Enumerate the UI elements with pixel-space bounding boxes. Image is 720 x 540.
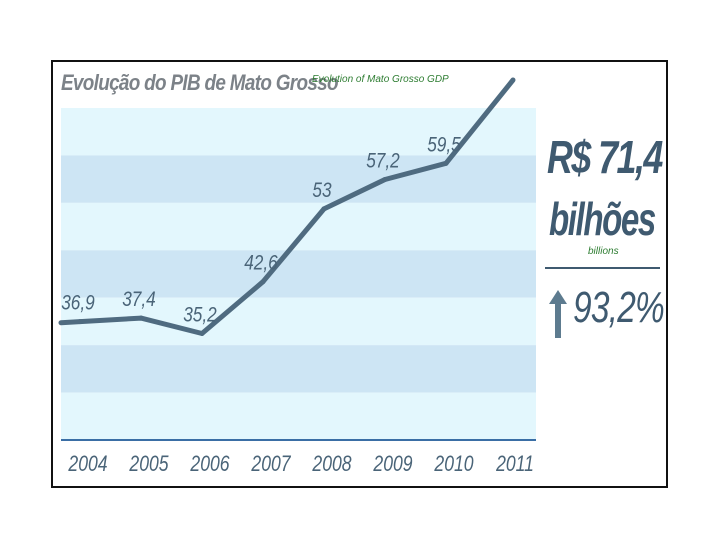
chart-frame: Evolução do PIB de Mato Grosso Evolution… <box>51 60 668 488</box>
grid-band <box>61 297 536 346</box>
grid-band <box>61 108 536 156</box>
value-label-2004: 36,9 <box>61 292 95 315</box>
data-point-2007 <box>260 279 266 285</box>
data-point-2010 <box>443 160 449 166</box>
x-tick-label-2007: 2007 <box>251 452 292 476</box>
data-point-2005 <box>138 315 144 321</box>
grid-band <box>61 392 536 440</box>
value-label-2009: 57,2 <box>366 150 400 173</box>
grid-band <box>61 155 536 203</box>
value-label-2010: 59,5 <box>427 134 461 157</box>
gdp-total-unit: bilhões <box>549 193 656 245</box>
data-point-2008 <box>321 206 327 212</box>
value-label-2007: 42,6 <box>244 252 278 275</box>
grid-band <box>61 345 536 393</box>
x-tick-label-2005: 2005 <box>129 452 170 476</box>
gdp-growth-percent: 93,2% <box>573 283 665 332</box>
chart-title: Evolução do PIB de Mato Grosso <box>61 70 339 95</box>
gdp-total-unit-english: billions <box>588 246 619 257</box>
data-point-2004 <box>77 319 83 325</box>
x-tick-label-2004: 2004 <box>68 452 108 476</box>
gdp-total-value: R$ 71,4 <box>547 131 663 183</box>
value-label-2006: 35,2 <box>183 304 217 327</box>
x-tick-label-2008: 2008 <box>312 452 352 476</box>
divider <box>545 267 660 269</box>
chart-subtitle: Evolution of Mato Grosso GDP <box>312 74 449 85</box>
x-tick-label-2009: 2009 <box>373 452 413 476</box>
value-label-2008: 53 <box>312 179 331 202</box>
x-tick-label-2011: 2011 <box>495 452 534 476</box>
x-tick-label-2006: 2006 <box>190 452 231 476</box>
grid-band <box>61 250 536 298</box>
value-label-2005: 37,4 <box>122 289 156 312</box>
data-point-2009 <box>382 176 388 182</box>
x-tick-label-2010: 2010 <box>434 452 474 476</box>
up-arrow-icon <box>549 290 567 338</box>
line-chart: 36,9 37,4 35,2 42,6 53 57,2 59,5 2004 2005 2006 20… <box>58 77 536 477</box>
data-point-2006 <box>199 331 205 337</box>
